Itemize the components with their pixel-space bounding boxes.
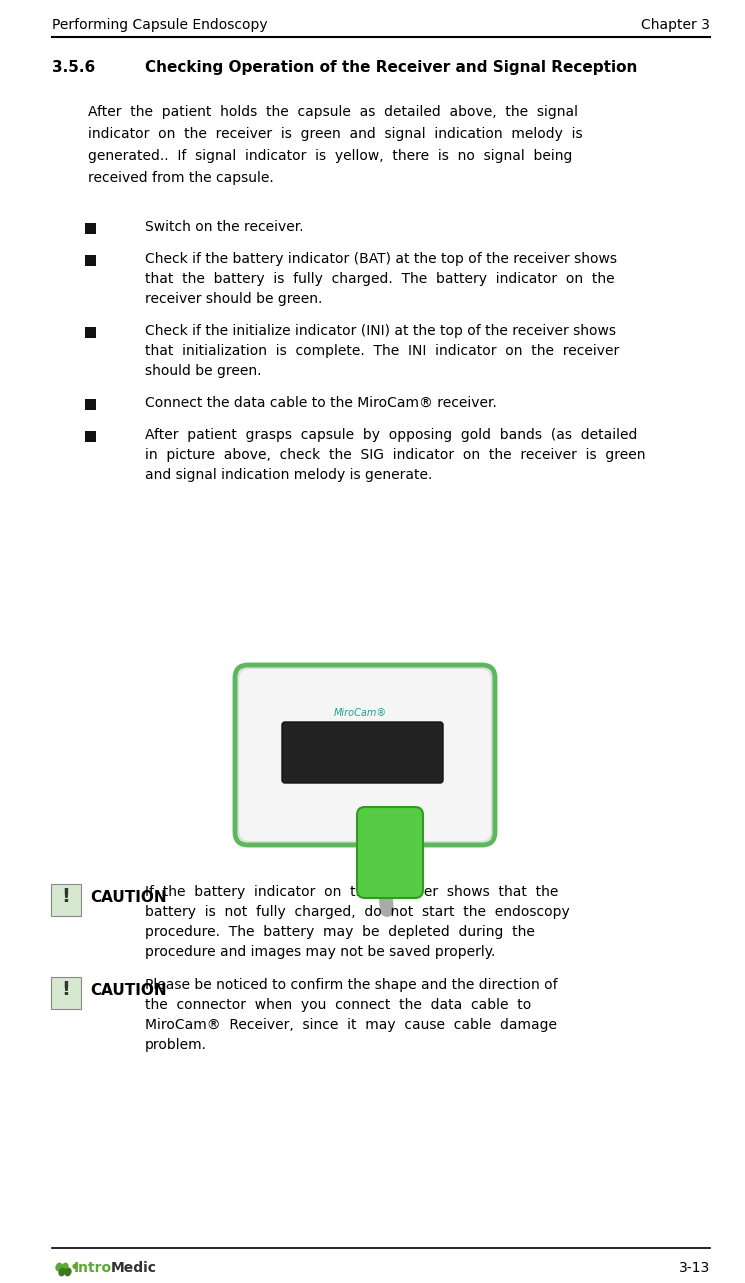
FancyBboxPatch shape bbox=[51, 976, 81, 1008]
Text: 3.5.6: 3.5.6 bbox=[52, 60, 95, 74]
Text: procedure and images may not be saved properly.: procedure and images may not be saved pr… bbox=[145, 946, 495, 958]
Text: problem.: problem. bbox=[145, 1038, 207, 1052]
Ellipse shape bbox=[61, 1262, 69, 1271]
Text: Connect the data cable to the MiroCam® receiver.: Connect the data cable to the MiroCam® r… bbox=[145, 396, 497, 411]
Text: Performing Capsule Endoscopy: Performing Capsule Endoscopy bbox=[52, 18, 267, 32]
Text: If  the  battery  indicator  on  the  receiver  shows  that  the: If the battery indicator on the receiver… bbox=[145, 885, 558, 899]
Text: Check if the initialize indicator (INI) at the top of the receiver shows: Check if the initialize indicator (INI) … bbox=[145, 325, 616, 337]
Bar bbox=[85, 223, 96, 234]
Text: the  connector  when  you  connect  the  data  cable  to: the connector when you connect the data … bbox=[145, 998, 531, 1012]
Text: should be green.: should be green. bbox=[145, 364, 261, 378]
Text: Check if the battery indicator (BAT) at the top of the receiver shows: Check if the battery indicator (BAT) at … bbox=[145, 251, 617, 266]
Text: procedure.  The  battery  may  be  depleted  during  the: procedure. The battery may be depleted d… bbox=[145, 925, 535, 939]
Text: 3-13: 3-13 bbox=[679, 1261, 710, 1275]
Text: Please be noticed to confirm the shape and the direction of: Please be noticed to confirm the shape a… bbox=[145, 978, 557, 992]
Text: After  patient  grasps  capsule  by  opposing  gold  bands  (as  detailed: After patient grasps capsule by opposing… bbox=[145, 429, 638, 443]
Text: battery  is  not  fully  charged,  do  not  start  the  endoscopy: battery is not fully charged, do not sta… bbox=[145, 905, 570, 919]
Text: CAUTION: CAUTION bbox=[90, 890, 167, 905]
Text: After  the  patient  holds  the  capsule  as  detailed  above,  the  signal: After the patient holds the capsule as d… bbox=[88, 105, 578, 119]
Text: Switch on the receiver.: Switch on the receiver. bbox=[145, 219, 304, 234]
Text: !: ! bbox=[62, 980, 71, 999]
Text: MiroCam®  Receiver,  since  it  may  cause  cable  damage: MiroCam® Receiver, since it may cause ca… bbox=[145, 1017, 557, 1032]
FancyBboxPatch shape bbox=[51, 884, 81, 916]
Text: Intro: Intro bbox=[74, 1261, 112, 1275]
Text: received from the capsule.: received from the capsule. bbox=[88, 171, 273, 185]
Text: Medic: Medic bbox=[111, 1261, 157, 1275]
Ellipse shape bbox=[58, 1268, 66, 1277]
FancyBboxPatch shape bbox=[357, 807, 423, 898]
Text: that  initialization  is  complete.  The  INI  indicator  on  the  receiver: that initialization is complete. The INI… bbox=[145, 344, 619, 358]
Text: and signal indication melody is generate.: and signal indication melody is generate… bbox=[145, 468, 432, 482]
Bar bbox=[85, 431, 96, 443]
Text: ●: ● bbox=[72, 1262, 78, 1269]
Text: receiver should be green.: receiver should be green. bbox=[145, 293, 323, 307]
Text: that  the  battery  is  fully  charged.  The  battery  indicator  on  the: that the battery is fully charged. The b… bbox=[145, 272, 615, 286]
Text: CAUTION: CAUTION bbox=[90, 983, 167, 998]
FancyBboxPatch shape bbox=[238, 668, 492, 842]
Text: indicator  on  the  receiver  is  green  and  signal  indication  melody  is: indicator on the receiver is green and s… bbox=[88, 127, 583, 141]
Text: !: ! bbox=[62, 887, 71, 906]
Ellipse shape bbox=[55, 1262, 63, 1271]
Text: Checking Operation of the Receiver and Signal Reception: Checking Operation of the Receiver and S… bbox=[145, 60, 638, 74]
FancyBboxPatch shape bbox=[282, 722, 443, 783]
Ellipse shape bbox=[64, 1268, 72, 1277]
Bar bbox=[85, 327, 96, 337]
Text: generated..  If  signal  indicator  is  yellow,  there  is  no  signal  being: generated.. If signal indicator is yello… bbox=[88, 149, 572, 163]
Bar bbox=[85, 255, 96, 266]
Text: Chapter 3: Chapter 3 bbox=[641, 18, 710, 32]
Text: in  picture  above,  check  the  SIG  indicator  on  the  receiver  is  green: in picture above, check the SIG indicato… bbox=[145, 448, 645, 462]
Bar bbox=[85, 399, 96, 411]
Text: MiroCam®: MiroCam® bbox=[334, 708, 387, 718]
